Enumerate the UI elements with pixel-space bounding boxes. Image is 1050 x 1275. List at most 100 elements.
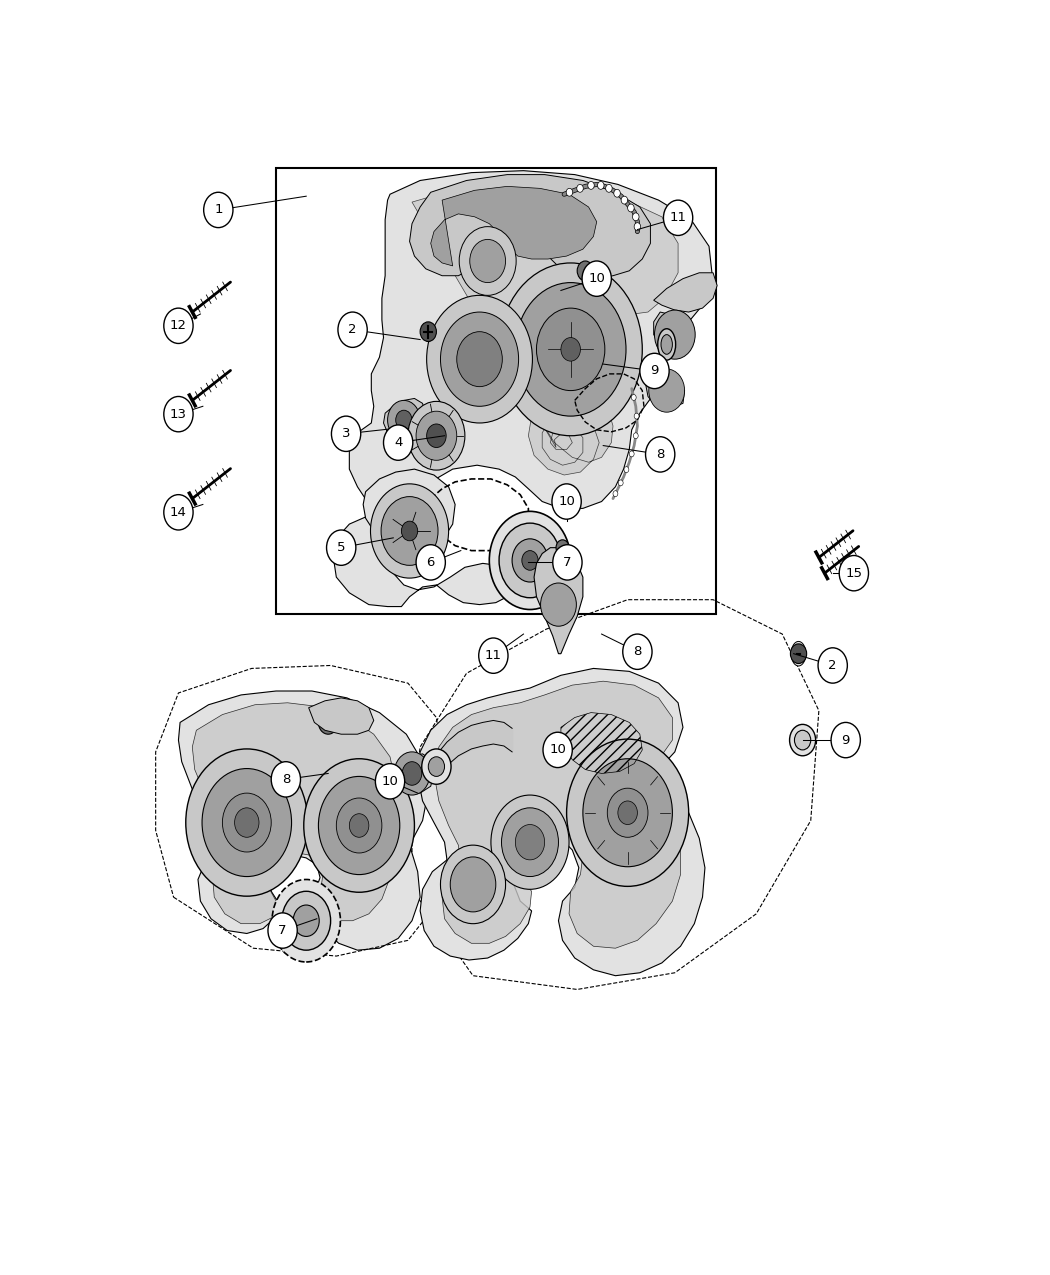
- Polygon shape: [178, 691, 428, 950]
- Circle shape: [818, 648, 847, 683]
- Circle shape: [491, 796, 569, 890]
- Circle shape: [396, 411, 412, 430]
- Circle shape: [407, 402, 465, 470]
- Text: 10: 10: [381, 775, 398, 788]
- Circle shape: [499, 263, 643, 436]
- Circle shape: [223, 793, 271, 852]
- Text: 2: 2: [828, 659, 837, 672]
- Polygon shape: [654, 273, 717, 312]
- Circle shape: [234, 808, 259, 838]
- Circle shape: [401, 521, 418, 541]
- Text: 12: 12: [170, 319, 187, 333]
- Circle shape: [164, 397, 193, 432]
- Circle shape: [561, 338, 581, 361]
- Circle shape: [303, 759, 415, 892]
- Circle shape: [639, 353, 669, 389]
- Circle shape: [537, 309, 605, 390]
- Text: 4: 4: [394, 436, 402, 449]
- Circle shape: [387, 400, 420, 440]
- Circle shape: [541, 583, 576, 626]
- Text: 9: 9: [650, 365, 658, 377]
- Circle shape: [607, 788, 648, 838]
- Circle shape: [457, 332, 502, 386]
- Circle shape: [440, 845, 506, 923]
- Circle shape: [186, 748, 308, 896]
- Polygon shape: [646, 371, 685, 408]
- Polygon shape: [383, 398, 426, 440]
- Text: 11: 11: [485, 649, 502, 662]
- Circle shape: [383, 425, 413, 460]
- Circle shape: [499, 523, 561, 598]
- Circle shape: [622, 196, 628, 204]
- Circle shape: [613, 491, 617, 496]
- Circle shape: [381, 496, 438, 565]
- Circle shape: [516, 283, 626, 416]
- Circle shape: [552, 483, 582, 519]
- Circle shape: [512, 539, 548, 581]
- Circle shape: [623, 634, 652, 669]
- Circle shape: [654, 310, 695, 360]
- Circle shape: [552, 544, 582, 580]
- Polygon shape: [430, 186, 596, 266]
- Circle shape: [268, 913, 297, 949]
- Circle shape: [567, 740, 689, 886]
- Text: 8: 8: [633, 645, 642, 658]
- Bar: [276, 168, 715, 615]
- Circle shape: [578, 261, 593, 280]
- Polygon shape: [192, 703, 396, 923]
- Polygon shape: [309, 697, 374, 734]
- Circle shape: [332, 416, 361, 451]
- Circle shape: [441, 312, 519, 407]
- Circle shape: [624, 467, 629, 473]
- Ellipse shape: [662, 334, 672, 354]
- Circle shape: [664, 200, 693, 236]
- Polygon shape: [654, 312, 691, 352]
- Circle shape: [164, 495, 193, 530]
- Text: 7: 7: [563, 556, 571, 569]
- Circle shape: [831, 723, 860, 757]
- Circle shape: [428, 757, 444, 776]
- Circle shape: [202, 769, 292, 876]
- Text: 15: 15: [845, 566, 862, 580]
- Circle shape: [628, 204, 634, 212]
- Circle shape: [839, 556, 868, 590]
- Circle shape: [633, 432, 638, 439]
- Circle shape: [588, 181, 594, 189]
- Circle shape: [597, 181, 604, 189]
- Circle shape: [790, 724, 816, 756]
- Circle shape: [646, 437, 675, 472]
- Circle shape: [582, 261, 611, 296]
- Circle shape: [204, 193, 233, 228]
- Polygon shape: [534, 548, 583, 654]
- Circle shape: [614, 189, 621, 198]
- Circle shape: [583, 759, 672, 867]
- Circle shape: [566, 189, 572, 196]
- Ellipse shape: [580, 270, 591, 280]
- Circle shape: [293, 905, 319, 936]
- Circle shape: [634, 413, 639, 419]
- Polygon shape: [412, 181, 678, 476]
- Circle shape: [479, 638, 508, 673]
- Polygon shape: [363, 469, 455, 553]
- Circle shape: [426, 425, 446, 448]
- Circle shape: [795, 731, 811, 750]
- Circle shape: [556, 539, 569, 556]
- Circle shape: [164, 309, 193, 343]
- Text: 6: 6: [426, 556, 435, 569]
- Text: 9: 9: [841, 733, 849, 747]
- Circle shape: [516, 825, 545, 859]
- Circle shape: [402, 761, 422, 785]
- Text: 10: 10: [549, 743, 566, 756]
- Circle shape: [318, 776, 400, 875]
- Text: 10: 10: [559, 495, 575, 507]
- Circle shape: [350, 813, 369, 838]
- Circle shape: [281, 891, 331, 950]
- Circle shape: [502, 808, 559, 876]
- Circle shape: [469, 240, 506, 283]
- Circle shape: [459, 227, 517, 296]
- Text: 13: 13: [170, 408, 187, 421]
- Circle shape: [371, 483, 448, 578]
- Circle shape: [634, 223, 640, 231]
- Text: 8: 8: [656, 448, 665, 460]
- Text: 10: 10: [588, 272, 605, 286]
